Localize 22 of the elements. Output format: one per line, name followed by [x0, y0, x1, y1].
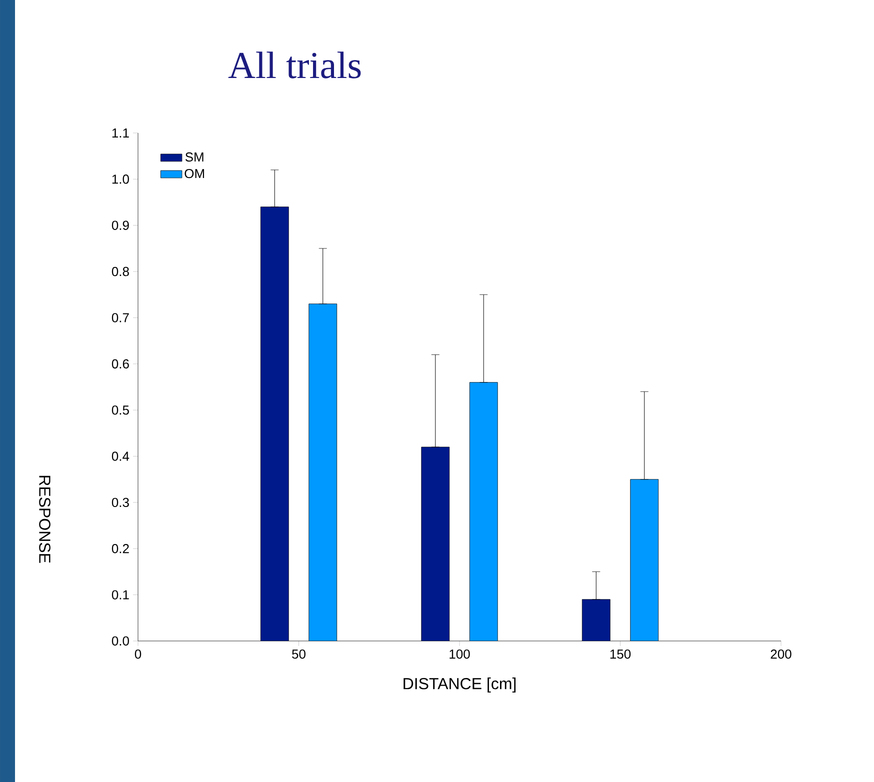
y-tick-label: 0.2: [112, 544, 129, 554]
y-tick-label: 0.5: [112, 405, 129, 415]
legend-label: SM: [185, 152, 204, 162]
y-tick-label: 0.6: [112, 359, 129, 368]
x-axis-title: DISTANCE [cm]: [404, 678, 516, 692]
y-axis-title: RESPONSE: [39, 476, 50, 563]
y-tick-label: 0.3: [112, 498, 129, 508]
y-tick-label: 1.0: [112, 174, 129, 184]
y-tick-label: 0.8: [112, 266, 129, 276]
x-tick-label: 100: [450, 650, 470, 659]
y-tick-label: 0.7: [112, 313, 129, 322]
y-tick-label: 1.1: [112, 128, 129, 138]
x-tick-label: 150: [610, 650, 631, 659]
y-tick-label: 0.9: [112, 220, 129, 230]
x-tick-label: 50: [292, 650, 306, 659]
chart-title: All trials: [228, 52, 361, 78]
y-tick-label: 0.1: [112, 590, 129, 600]
legend-label: OM: [184, 168, 204, 178]
x-tick-label: 200: [770, 650, 792, 659]
y-tick-label: 0.0: [112, 636, 129, 646]
x-tick-label: 0: [134, 650, 142, 659]
y-tick-label: 0.4: [112, 452, 130, 461]
